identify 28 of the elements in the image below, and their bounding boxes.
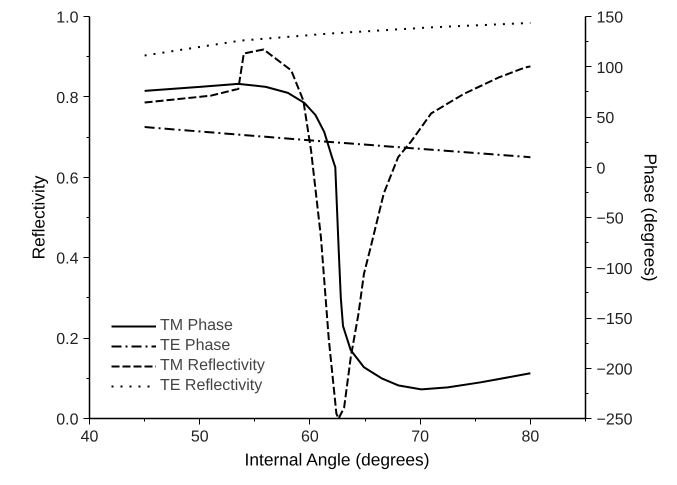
y2-tick-label: 0 bbox=[596, 160, 606, 178]
y2-axis-title: Phase (degrees) bbox=[640, 153, 661, 282]
y-tick-label: 0.4 bbox=[56, 250, 79, 268]
y2-tick-label: −150 bbox=[596, 311, 633, 328]
y2-tick-label: 150 bbox=[596, 10, 624, 26]
y-tick-label: 1.0 bbox=[56, 10, 79, 26]
y-axis-title: Reflectivity bbox=[28, 175, 48, 260]
y2-tick-label: −250 bbox=[596, 412, 633, 428]
y-tick-label: 0.0 bbox=[56, 412, 79, 428]
y2-tick-label: −50 bbox=[596, 210, 624, 228]
x-tick-label: 50 bbox=[190, 428, 209, 446]
x-tick-label: 60 bbox=[301, 428, 319, 446]
x-axis-title: Internal Angle (degrees) bbox=[244, 450, 430, 470]
y2-tick-label: −100 bbox=[596, 260, 633, 278]
y2-tick-label: 50 bbox=[596, 110, 614, 127]
y2-tick-label: −200 bbox=[596, 361, 633, 378]
y-tick-label: 0.8 bbox=[56, 90, 79, 107]
legend-label: TE Phase bbox=[160, 337, 230, 355]
y-tick-label: 0.2 bbox=[56, 331, 79, 348]
x-tick-label: 80 bbox=[521, 428, 540, 446]
legend-label: TM Reflectivity bbox=[160, 357, 265, 375]
x-tick-label: 70 bbox=[411, 428, 430, 446]
legend-label: TE Reflectivity bbox=[160, 377, 262, 395]
legend-label: TM Phase bbox=[160, 317, 233, 335]
line-series bbox=[144, 22, 532, 56]
y2-tick-label: 100 bbox=[596, 60, 624, 77]
x-tick-label: 40 bbox=[80, 428, 98, 446]
y-tick-label: 0.6 bbox=[56, 170, 79, 188]
